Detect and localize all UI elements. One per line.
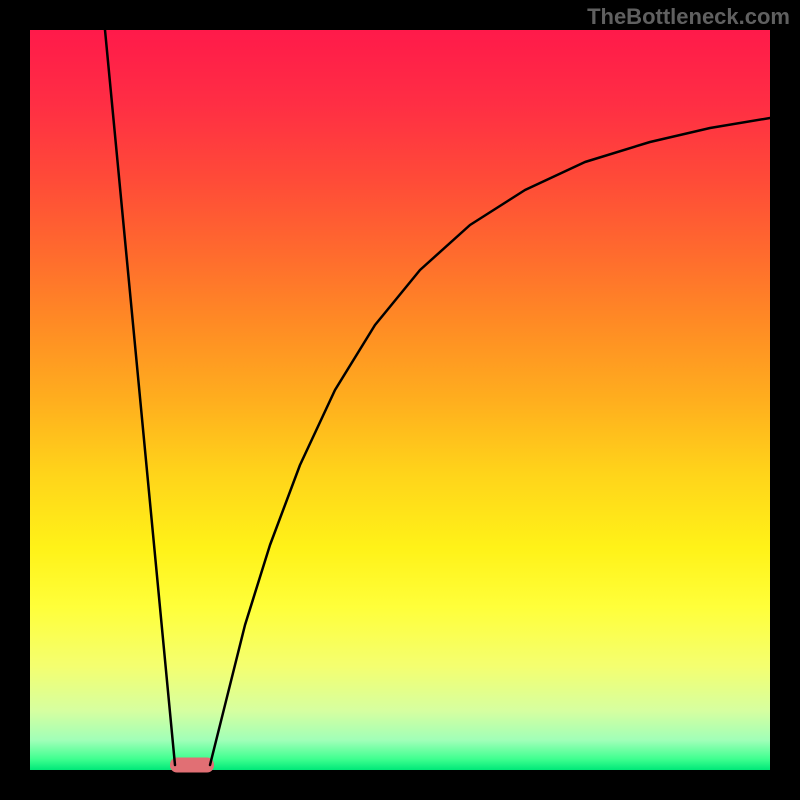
- watermark-text: TheBottleneck.com: [587, 4, 790, 30]
- dip-marker: [170, 758, 214, 773]
- chart-container: TheBottleneck.com: [0, 0, 800, 800]
- bottleneck-chart: [0, 0, 800, 800]
